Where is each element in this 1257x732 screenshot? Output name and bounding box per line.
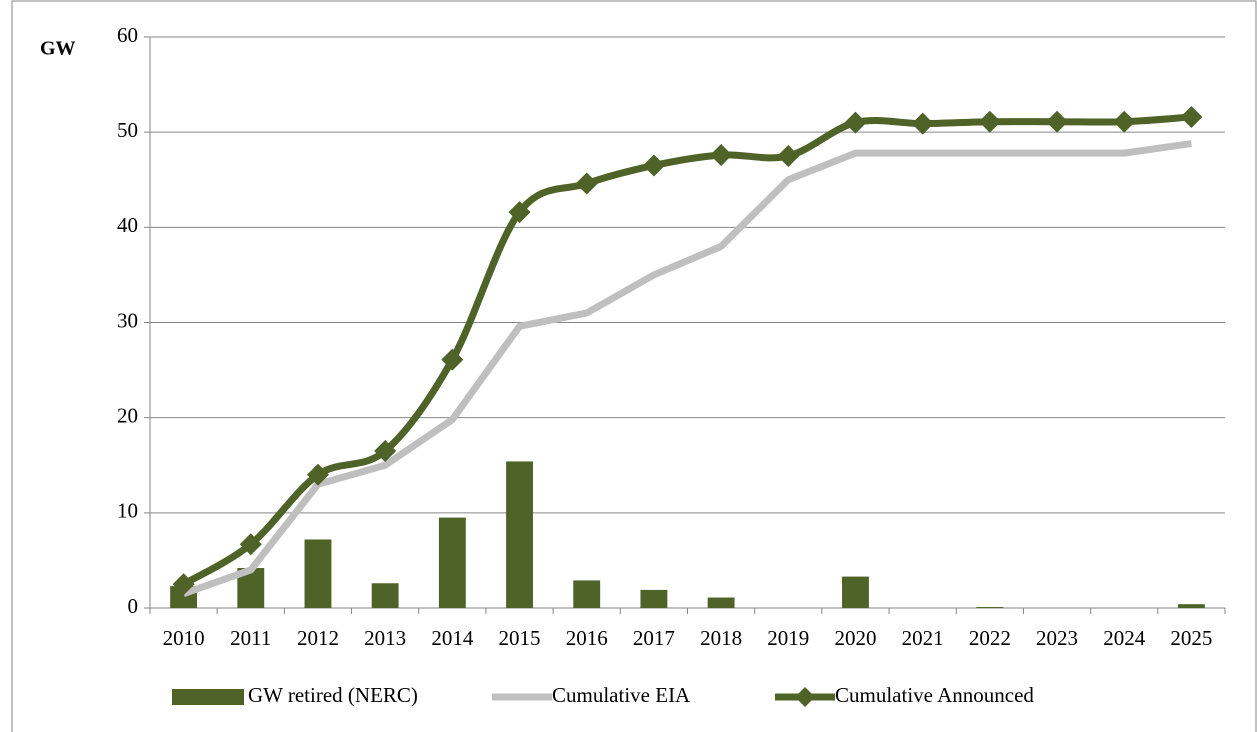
marker <box>575 172 598 195</box>
legend-swatch <box>172 689 244 705</box>
marker <box>374 439 397 462</box>
x-tick-label: 2023 <box>1036 626 1078 650</box>
line <box>182 140 1192 598</box>
x-tick-label: 2011 <box>230 626 271 650</box>
x-tick-label: 2024 <box>1103 626 1146 650</box>
legend-label: GW retired (NERC) <box>248 683 418 707</box>
x-tick-label: 2017 <box>633 626 675 650</box>
y-tick-label: 50 <box>117 118 138 142</box>
legend-label: Cumulative EIA <box>552 683 691 707</box>
marker <box>441 348 464 371</box>
marker <box>172 573 195 596</box>
x-tick-label: 2022 <box>969 626 1011 650</box>
y-tick-label: 30 <box>117 308 138 332</box>
legend-label: Cumulative Announced <box>835 683 1034 707</box>
line <box>181 113 1192 588</box>
marker <box>239 533 262 556</box>
bar <box>573 580 601 608</box>
bar <box>640 589 668 608</box>
x-tick-label: 2016 <box>566 626 608 650</box>
marker <box>777 144 800 167</box>
bar <box>438 517 466 608</box>
x-tick-label: 2020 <box>834 626 876 650</box>
marker <box>844 111 867 134</box>
marker <box>911 112 934 135</box>
y-axis-label: GW <box>40 38 76 60</box>
bar <box>976 607 1004 608</box>
marker <box>306 463 329 486</box>
bar <box>707 597 735 608</box>
marker <box>1046 110 1069 133</box>
marker <box>1180 105 1203 128</box>
y-tick-label: 60 <box>117 23 138 47</box>
bar <box>506 461 533 608</box>
x-tick-label: 2018 <box>700 626 742 650</box>
bar <box>842 576 869 608</box>
marker <box>710 144 733 167</box>
marker <box>978 110 1001 133</box>
legend-marker <box>795 687 815 707</box>
chart-border <box>11 0 1257 732</box>
marker <box>642 154 665 177</box>
x-tick-label: 2014 <box>431 626 474 650</box>
x-tick-label: 2015 <box>499 626 541 650</box>
bar <box>304 539 332 608</box>
marker <box>1113 110 1136 133</box>
y-tick-label: 40 <box>117 213 138 237</box>
x-tick-label: 2021 <box>902 626 944 650</box>
x-tick-label: 2010 <box>163 626 205 650</box>
y-tick-label: 20 <box>117 403 138 427</box>
y-tick-label: 0 <box>128 594 139 618</box>
bar <box>371 583 399 608</box>
x-tick-label: 2019 <box>767 626 809 650</box>
x-tick-label: 2013 <box>364 626 406 650</box>
bar <box>1177 604 1205 608</box>
x-tick-label: 2025 <box>1170 626 1212 650</box>
y-tick-label: 10 <box>117 499 138 523</box>
marker <box>508 201 531 224</box>
x-tick-label: 2012 <box>297 626 339 650</box>
